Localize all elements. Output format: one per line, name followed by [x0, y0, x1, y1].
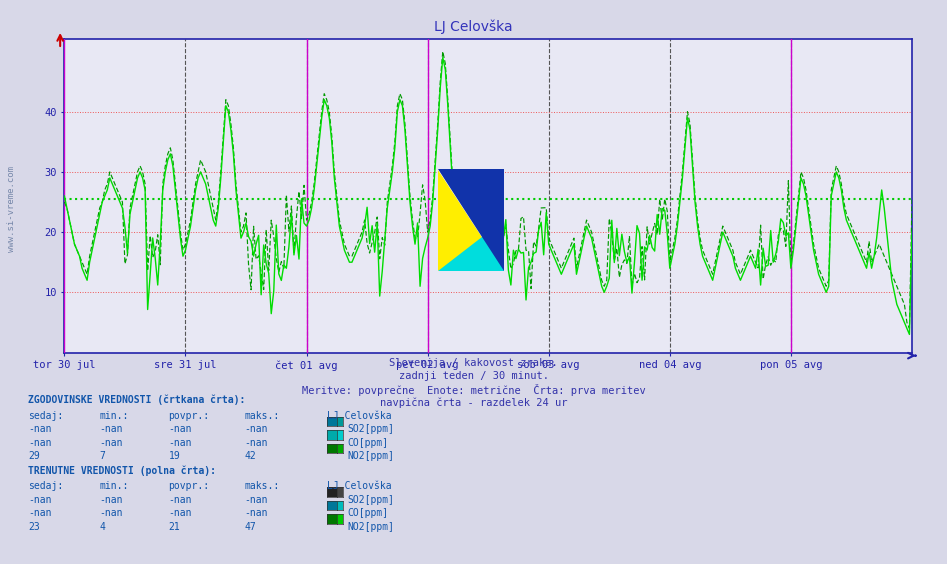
Text: -nan: -nan	[169, 495, 192, 505]
Text: -nan: -nan	[169, 508, 192, 518]
Text: -nan: -nan	[244, 424, 268, 434]
Text: CO[ppm]: CO[ppm]	[348, 438, 388, 448]
Text: LJ Celovška: LJ Celovška	[327, 481, 391, 491]
Polygon shape	[438, 169, 504, 271]
Text: povpr.:: povpr.:	[169, 411, 209, 421]
Text: 23: 23	[28, 522, 40, 532]
Text: SO2[ppm]: SO2[ppm]	[348, 424, 395, 434]
Text: navpična črta - razdelek 24 ur: navpična črta - razdelek 24 ur	[380, 397, 567, 408]
Text: -nan: -nan	[169, 438, 192, 448]
Polygon shape	[438, 169, 504, 271]
Text: -nan: -nan	[244, 495, 268, 505]
Text: min.:: min.:	[99, 411, 129, 421]
Text: TRENUTNE VREDNOSTI (polna črta):: TRENUTNE VREDNOSTI (polna črta):	[28, 465, 217, 476]
Text: -nan: -nan	[28, 495, 52, 505]
Text: LJ Celovška: LJ Celovška	[434, 20, 513, 34]
Text: LJ Celovška: LJ Celovška	[327, 411, 391, 421]
Text: -nan: -nan	[244, 508, 268, 518]
Text: maks.:: maks.:	[244, 411, 279, 421]
Text: povpr.:: povpr.:	[169, 481, 209, 491]
Text: -nan: -nan	[99, 495, 123, 505]
Text: Slovenija / kakovost zraka.: Slovenija / kakovost zraka.	[389, 358, 558, 368]
Text: SO2[ppm]: SO2[ppm]	[348, 495, 395, 505]
Polygon shape	[438, 220, 504, 271]
Text: CO[ppm]: CO[ppm]	[348, 508, 388, 518]
Text: 42: 42	[244, 451, 256, 461]
Text: -nan: -nan	[169, 424, 192, 434]
Text: 21: 21	[169, 522, 180, 532]
Text: sedaj:: sedaj:	[28, 411, 63, 421]
Text: 7: 7	[99, 451, 105, 461]
Text: -nan: -nan	[28, 424, 52, 434]
Text: -nan: -nan	[28, 438, 52, 448]
Text: -nan: -nan	[28, 508, 52, 518]
Text: 4: 4	[99, 522, 105, 532]
Text: -nan: -nan	[99, 424, 123, 434]
Text: maks.:: maks.:	[244, 481, 279, 491]
Text: -nan: -nan	[99, 508, 123, 518]
Text: ZGODOVINSKE VREDNOSTI (črtkana črta):: ZGODOVINSKE VREDNOSTI (črtkana črta):	[28, 395, 246, 406]
Text: min.:: min.:	[99, 481, 129, 491]
Text: Meritve: povprečne  Enote: metrične  Črta: prva meritev: Meritve: povprečne Enote: metrične Črta:…	[302, 384, 645, 396]
Text: 47: 47	[244, 522, 256, 532]
Text: 29: 29	[28, 451, 40, 461]
Text: -nan: -nan	[244, 438, 268, 448]
Text: NO2[ppm]: NO2[ppm]	[348, 451, 395, 461]
Text: -nan: -nan	[99, 438, 123, 448]
Text: sedaj:: sedaj:	[28, 481, 63, 491]
Text: www.si-vreme.com: www.si-vreme.com	[7, 166, 16, 252]
Text: NO2[ppm]: NO2[ppm]	[348, 522, 395, 532]
Text: 19: 19	[169, 451, 180, 461]
Text: zadnji teden / 30 minut.: zadnji teden / 30 minut.	[399, 371, 548, 381]
